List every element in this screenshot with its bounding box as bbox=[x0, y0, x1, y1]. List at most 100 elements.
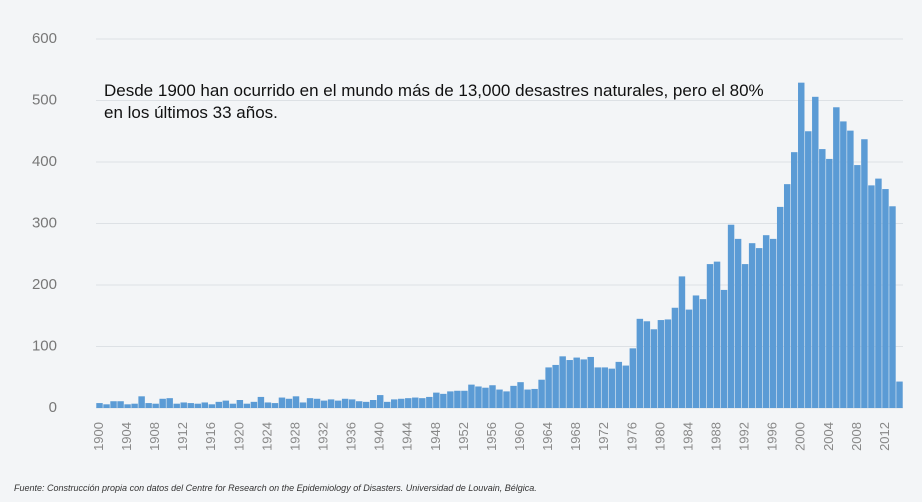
bar bbox=[187, 403, 194, 408]
bar bbox=[657, 320, 665, 408]
bar bbox=[706, 264, 714, 408]
bar bbox=[215, 401, 223, 408]
x-tick-label: 1904 bbox=[119, 422, 134, 451]
bar bbox=[461, 390, 468, 408]
bar bbox=[376, 395, 384, 408]
x-tick-label: 1952 bbox=[456, 422, 471, 451]
bar bbox=[643, 321, 651, 408]
bar bbox=[847, 130, 854, 408]
bar bbox=[369, 400, 377, 408]
bar bbox=[250, 401, 258, 408]
bar bbox=[664, 319, 672, 408]
bar bbox=[819, 149, 826, 408]
bar bbox=[713, 261, 721, 408]
bar bbox=[833, 107, 840, 408]
x-tick-label: 1960 bbox=[512, 422, 527, 451]
bar bbox=[208, 404, 216, 408]
y-tick-label: 500 bbox=[32, 91, 57, 108]
bar bbox=[292, 396, 300, 408]
x-tick-label: 1900 bbox=[91, 422, 106, 451]
bar bbox=[517, 382, 524, 408]
x-tick-label: 1996 bbox=[765, 422, 780, 451]
bar bbox=[482, 387, 489, 408]
bar bbox=[503, 391, 510, 408]
x-tick-label: 1984 bbox=[680, 422, 695, 451]
x-tick-label: 1980 bbox=[652, 422, 667, 451]
bar bbox=[545, 367, 552, 408]
bar bbox=[159, 398, 166, 408]
bar bbox=[320, 400, 328, 408]
bar bbox=[468, 384, 475, 408]
bar bbox=[741, 264, 749, 408]
bar bbox=[103, 404, 110, 408]
x-tick-label: 1972 bbox=[596, 422, 611, 451]
bar bbox=[454, 390, 461, 408]
bar bbox=[531, 388, 538, 408]
bar bbox=[194, 403, 201, 408]
bar bbox=[96, 403, 103, 408]
bar bbox=[327, 399, 335, 408]
bar bbox=[699, 299, 707, 408]
x-tick-label: 1936 bbox=[344, 422, 359, 451]
x-tick-label: 1920 bbox=[231, 422, 246, 451]
bar bbox=[552, 364, 559, 408]
bar bbox=[601, 367, 608, 408]
annotation-line: Desde 1900 han ocurrido en el mundo más … bbox=[104, 81, 764, 100]
bar bbox=[489, 385, 496, 408]
x-tick-label: 1988 bbox=[708, 422, 723, 451]
bar bbox=[685, 309, 693, 408]
bar bbox=[840, 121, 847, 408]
bar bbox=[826, 158, 833, 408]
bar bbox=[243, 403, 251, 408]
x-tick-label: 2000 bbox=[793, 422, 808, 451]
x-tick-label: 1956 bbox=[484, 422, 499, 451]
bar bbox=[882, 189, 889, 408]
bar bbox=[524, 389, 531, 408]
bar bbox=[405, 398, 412, 408]
bar bbox=[447, 391, 454, 408]
bar bbox=[222, 400, 230, 408]
bar bbox=[861, 139, 868, 408]
annotation: Desde 1900 han ocurrido en el mundo más … bbox=[104, 80, 764, 124]
y-tick-label: 600 bbox=[32, 30, 57, 47]
x-tick-label: 2008 bbox=[849, 422, 864, 451]
bar bbox=[629, 348, 637, 408]
bar bbox=[608, 368, 616, 408]
bar bbox=[145, 403, 152, 408]
bar bbox=[236, 400, 244, 408]
y-tick-label: 200 bbox=[32, 276, 57, 293]
bar bbox=[636, 318, 644, 408]
bar bbox=[615, 361, 623, 408]
bar bbox=[594, 367, 601, 408]
bar bbox=[496, 389, 503, 408]
bar bbox=[271, 403, 279, 408]
bar bbox=[566, 360, 573, 408]
bar bbox=[362, 401, 370, 408]
bar bbox=[278, 397, 286, 408]
bar bbox=[671, 307, 679, 408]
bar bbox=[117, 401, 124, 408]
bar bbox=[334, 400, 342, 408]
bar bbox=[875, 178, 882, 408]
x-tick-label: 1924 bbox=[259, 422, 274, 451]
bar bbox=[727, 224, 735, 408]
x-tick-label: 1908 bbox=[147, 422, 162, 451]
x-tick-label: 2012 bbox=[877, 422, 892, 451]
bar bbox=[440, 393, 447, 408]
bar bbox=[412, 397, 419, 408]
bar bbox=[798, 82, 805, 408]
bar bbox=[383, 401, 391, 408]
bar bbox=[805, 131, 812, 408]
bar bbox=[391, 399, 398, 408]
bar bbox=[124, 404, 131, 408]
bar bbox=[152, 403, 159, 408]
bar bbox=[580, 359, 587, 408]
bar bbox=[138, 396, 145, 408]
bar bbox=[720, 289, 728, 408]
x-tick-label: 1976 bbox=[624, 422, 639, 451]
bar bbox=[166, 398, 173, 408]
x-tick-label: 1940 bbox=[372, 422, 387, 451]
bar bbox=[180, 402, 187, 408]
bar bbox=[791, 152, 798, 408]
